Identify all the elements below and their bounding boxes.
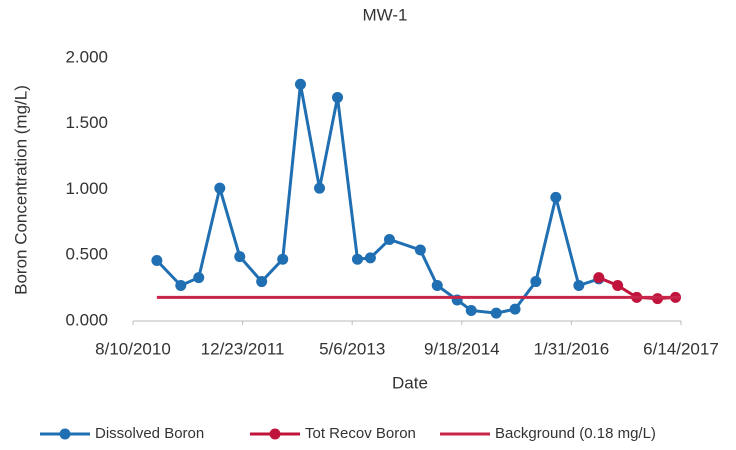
y-tick-label: 0.500 (65, 245, 108, 264)
data-point (465, 304, 477, 316)
data-point (530, 276, 542, 288)
data-point (332, 91, 344, 103)
x-tick-label: 12/23/2011 (201, 339, 285, 358)
x-tick-label: 6/14/2017 (643, 339, 719, 358)
data-point (351, 253, 363, 265)
x-tick-label: 1/31/2016 (534, 339, 610, 358)
x-tick-label: 9/18/2014 (424, 339, 500, 358)
data-point (550, 191, 562, 203)
y-tick-label: 1.500 (65, 113, 108, 132)
data-point (175, 279, 187, 291)
legend-label: Background (0.18 mg/L) (495, 425, 656, 442)
legend-label: Dissolved Boron (95, 425, 204, 442)
x-tick-label: 8/10/2010 (95, 339, 171, 358)
legend-marker (269, 428, 281, 440)
data-point (294, 78, 306, 90)
legend-label: Tot Recov Boron (305, 425, 416, 442)
chart-title: MW-1 (362, 5, 407, 24)
data-point (151, 255, 163, 267)
y-tick-label: 1.000 (65, 179, 108, 198)
data-point (490, 307, 502, 319)
x-axis-label: Date (392, 373, 428, 392)
data-point (256, 276, 268, 288)
data-point (314, 182, 326, 194)
data-point (364, 252, 376, 264)
data-point (193, 272, 205, 284)
data-point (414, 244, 426, 256)
data-point (383, 233, 395, 245)
data-point (612, 279, 624, 291)
x-tick-label: 5/6/2013 (319, 339, 385, 358)
y-tick-label: 0.000 (65, 310, 108, 329)
data-point (214, 182, 226, 194)
legend-marker (59, 428, 71, 440)
data-point (509, 303, 521, 315)
data-point (593, 272, 605, 284)
data-point (431, 279, 443, 291)
data-point (277, 253, 289, 265)
data-point (234, 251, 246, 263)
y-axis-label: Boron Concentration (mg/L) (11, 85, 30, 295)
data-point (573, 279, 585, 291)
y-tick-label: 2.000 (65, 47, 108, 66)
